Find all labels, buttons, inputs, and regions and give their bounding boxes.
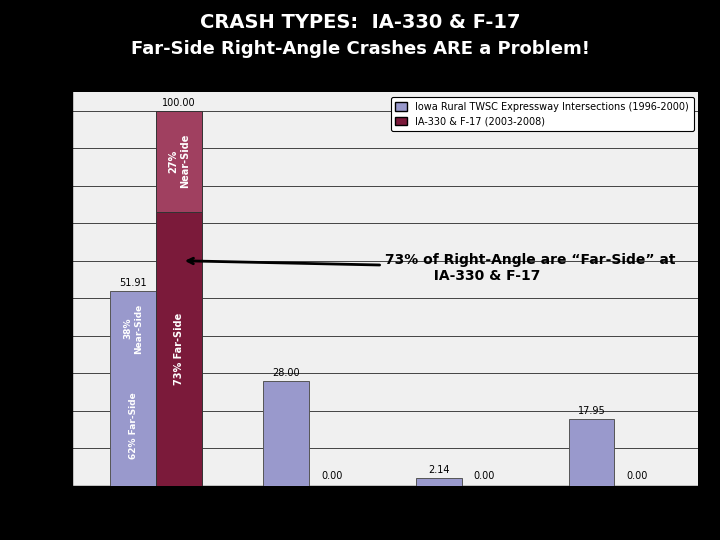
Text: 51.91: 51.91 <box>120 278 147 288</box>
Text: 100.00: 100.00 <box>162 98 196 107</box>
Text: 73% of Right-Angle are “Far-Side” at
          IA-330 & F-17: 73% of Right-Angle are “Far-Side” at IA-… <box>188 253 675 284</box>
Text: 28.00: 28.00 <box>272 368 300 378</box>
Text: Far-Side Right-Angle Crashes ARE a Problem!: Far-Side Right-Angle Crashes ARE a Probl… <box>130 40 590 58</box>
Bar <box>263 381 309 486</box>
Text: 27%
Near-Side: 27% Near-Side <box>168 134 190 188</box>
Text: 73% Far-Side: 73% Far-Side <box>174 313 184 385</box>
Bar <box>110 291 156 486</box>
Legend: Iowa Rural TWSC Expressway Intersections (1996-2000), IA-330 & F-17 (2003-2008): Iowa Rural TWSC Expressway Intersections… <box>391 97 693 131</box>
Bar <box>156 111 202 212</box>
Bar <box>569 418 614 486</box>
Text: 38%
Near-Side: 38% Near-Side <box>123 303 143 354</box>
X-axis label: Crash Type: Crash Type <box>344 509 426 522</box>
Y-axis label: Percentage of All Collisions: Percentage of All Collisions <box>20 198 33 380</box>
Text: 0.00: 0.00 <box>626 471 648 482</box>
Text: 62% Far-Side: 62% Far-Side <box>129 393 138 460</box>
Bar <box>156 212 202 486</box>
Bar <box>415 478 462 486</box>
Text: 2.14: 2.14 <box>428 465 449 475</box>
Text: 0.00: 0.00 <box>321 471 343 482</box>
Text: 0.00: 0.00 <box>474 471 495 482</box>
Text: 17.95: 17.95 <box>577 406 606 416</box>
Text: CRASH TYPES:  IA-330 & F-17: CRASH TYPES: IA-330 & F-17 <box>199 14 521 32</box>
